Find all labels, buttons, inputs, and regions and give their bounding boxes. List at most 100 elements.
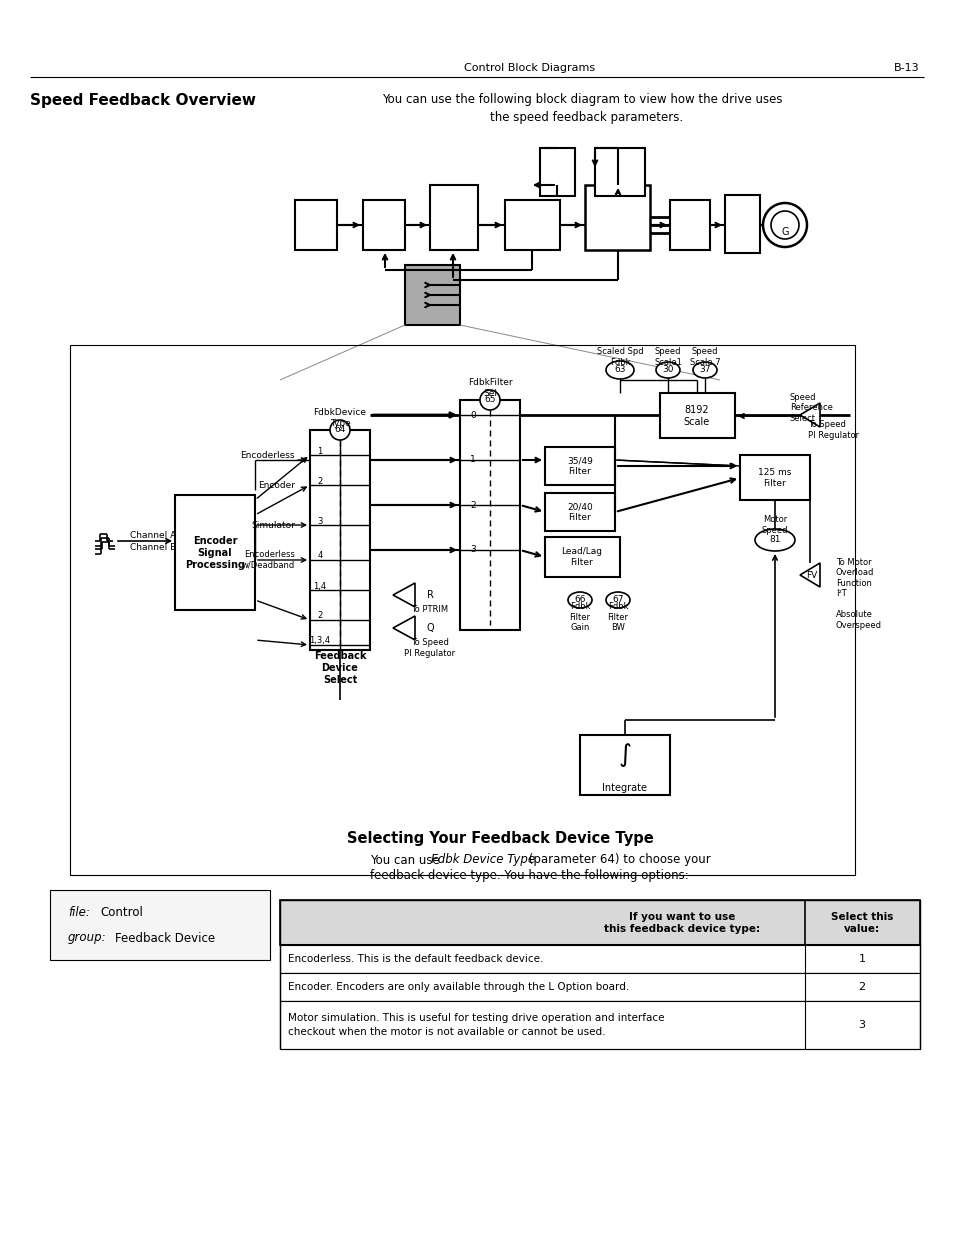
Text: 3: 3 (317, 516, 322, 526)
Text: 20/40
Filter: 20/40 Filter (566, 503, 592, 521)
Ellipse shape (754, 529, 794, 551)
Text: Encoder. Encoders are only available through the L Option board.: Encoder. Encoders are only available thr… (288, 982, 629, 992)
Bar (430, 185, 477, 249)
Text: Encoder: Encoder (257, 480, 294, 489)
Text: FdbkFilter
Sel: FdbkFilter Sel (467, 378, 512, 398)
Bar (363, 200, 405, 249)
Circle shape (762, 203, 806, 247)
Text: 8192
Scale: 8192 Scale (683, 405, 709, 427)
Bar (659, 393, 734, 438)
Text: If you want to use
this feedback device type:: If you want to use this feedback device … (603, 913, 760, 934)
Text: file:: file: (68, 905, 90, 919)
Text: 81: 81 (768, 536, 780, 545)
Text: 3: 3 (858, 1020, 864, 1030)
Text: Speed
Scale1: Speed Scale1 (654, 347, 681, 367)
Bar (544, 493, 615, 531)
Text: Fdbk Device Type: Fdbk Device Type (431, 853, 535, 867)
Text: Absolute
Overspeed: Absolute Overspeed (835, 610, 882, 630)
Text: 65: 65 (484, 395, 496, 405)
Text: Encoderless. This is the default feedback device.: Encoderless. This is the default feedbac… (288, 953, 543, 965)
Text: Select this
value:: Select this value: (830, 913, 892, 934)
Ellipse shape (605, 592, 629, 608)
Text: 63: 63 (614, 366, 625, 374)
Text: feedback device type. You have the following options:: feedback device type. You have the follo… (370, 869, 688, 883)
Text: 0: 0 (470, 410, 476, 420)
Text: You can use the following block diagram to view how the drive uses: You can use the following block diagram … (381, 94, 781, 106)
Bar (280, 973, 919, 1002)
Text: Integrate: Integrate (602, 783, 647, 793)
Text: checkout when the motor is not available or cannot be used.: checkout when the motor is not available… (288, 1028, 605, 1037)
Bar (70, 345, 854, 876)
Text: Channel B: Channel B (130, 543, 176, 552)
Text: To PTRIM: To PTRIM (411, 605, 448, 615)
Text: 67: 67 (612, 595, 623, 604)
Bar (294, 200, 336, 249)
Text: Motor simulation. This is useful for testing drive operation and interface: Motor simulation. This is useful for tes… (288, 1013, 664, 1023)
Bar (280, 1002, 919, 1049)
Text: 66: 66 (574, 595, 585, 604)
Bar (50, 890, 270, 960)
Text: 1,3,4: 1,3,4 (309, 636, 331, 646)
Polygon shape (800, 563, 820, 587)
Text: 2: 2 (470, 500, 476, 510)
Text: (parameter 64) to choose your: (parameter 64) to choose your (524, 853, 710, 867)
Text: 3: 3 (470, 546, 476, 555)
Text: Speed
Scale 7: Speed Scale 7 (689, 347, 720, 367)
Text: 2: 2 (317, 477, 322, 485)
Text: Fdbk
Filter
BW: Fdbk Filter BW (607, 603, 628, 632)
Polygon shape (800, 403, 820, 427)
Text: 37: 37 (699, 366, 710, 374)
Text: R: R (426, 590, 433, 600)
Circle shape (479, 390, 499, 410)
Ellipse shape (605, 361, 634, 379)
Text: You can use: You can use (370, 853, 443, 867)
Text: Selecting Your Feedback Device Type: Selecting Your Feedback Device Type (346, 830, 653, 846)
Text: 30: 30 (661, 366, 673, 374)
Text: group:: group: (68, 931, 107, 945)
Bar (579, 735, 669, 795)
Text: Encoder
Signal
Processing: Encoder Signal Processing (185, 536, 245, 569)
Bar (504, 200, 559, 249)
Text: Control: Control (100, 905, 143, 919)
Text: G: G (781, 227, 788, 237)
Text: 2: 2 (317, 611, 322, 620)
Text: the speed feedback parameters.: the speed feedback parameters. (490, 110, 682, 124)
Bar (740, 454, 809, 500)
Text: B-13: B-13 (893, 63, 919, 73)
Text: Speed
Reference
Select: Speed Reference Select (789, 393, 832, 422)
Circle shape (330, 420, 350, 440)
Bar (669, 200, 709, 249)
Text: Channel A: Channel A (130, 531, 176, 540)
Text: Fdbk
Filter
Gain: Fdbk Filter Gain (569, 603, 590, 632)
Bar (584, 185, 649, 249)
Text: FV: FV (805, 571, 817, 579)
Circle shape (770, 211, 799, 240)
Bar (539, 148, 575, 196)
Text: 2: 2 (858, 982, 864, 992)
Text: To Speed
PI Regulator: To Speed PI Regulator (404, 638, 456, 658)
Text: To Motor
Overload
Function
I²T: To Motor Overload Function I²T (835, 558, 874, 598)
Text: Encoderless: Encoderless (240, 451, 294, 459)
Text: Motor
Speed: Motor Speed (760, 515, 787, 535)
Text: Simulator: Simulator (251, 520, 294, 530)
Bar (280, 945, 919, 973)
Text: Feedback Device: Feedback Device (115, 931, 214, 945)
Text: ∫: ∫ (618, 743, 631, 767)
Text: 1: 1 (858, 953, 864, 965)
Text: 1: 1 (317, 447, 322, 456)
Bar (544, 537, 619, 577)
Text: 125 ms
Filter: 125 ms Filter (758, 468, 791, 488)
Bar (459, 400, 519, 630)
Text: 1,4: 1,4 (314, 582, 326, 590)
Ellipse shape (656, 362, 679, 378)
Text: Speed Feedback Overview: Speed Feedback Overview (30, 93, 255, 107)
Text: To Speed
PI Regulator: To Speed PI Regulator (807, 420, 859, 440)
Text: Control Block Diagrams: Control Block Diagrams (464, 63, 595, 73)
Text: FdbkDevice
Type: FdbkDevice Type (314, 409, 366, 427)
Text: Encoderless
w/Deadband: Encoderless w/Deadband (241, 551, 294, 569)
Text: 4: 4 (317, 552, 322, 561)
Text: 64: 64 (334, 426, 345, 435)
Bar (174, 495, 254, 610)
Text: Q: Q (426, 622, 434, 634)
Ellipse shape (567, 592, 592, 608)
